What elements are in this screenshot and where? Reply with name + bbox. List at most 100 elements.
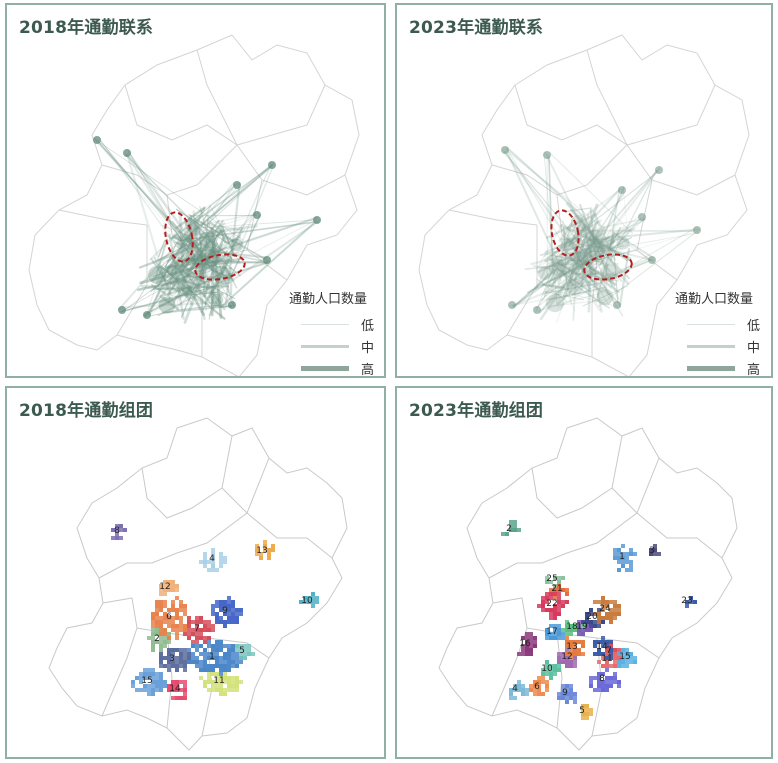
cluster-cell [617, 684, 621, 688]
commute-flow [591, 219, 596, 246]
cluster-cell [199, 664, 203, 668]
cluster-cell [175, 616, 179, 620]
cluster-cell [143, 684, 147, 688]
commute-flow [159, 265, 226, 320]
cluster-cell [207, 688, 211, 692]
cluster-cell [227, 676, 231, 680]
commute-flow [124, 153, 214, 243]
cluster-cell [163, 600, 167, 604]
cluster-cell [227, 620, 231, 624]
cluster-cell [155, 600, 159, 604]
commute-flow [564, 235, 584, 249]
commute-flow [538, 259, 588, 314]
cluster-cell [183, 688, 187, 692]
cluster-cell [179, 660, 183, 664]
cluster-cell [223, 604, 227, 608]
commute-hotspot [166, 264, 178, 276]
cluster-cell [211, 656, 215, 660]
cluster-cell [545, 636, 549, 640]
cluster-cell [159, 604, 163, 608]
cluster-cell [171, 680, 175, 684]
cluster-cell [609, 684, 613, 688]
cluster-label: 12 [159, 582, 170, 592]
commute-flow [157, 274, 236, 317]
cluster-cell [179, 652, 183, 656]
commute-flow [572, 228, 701, 243]
cluster-cell [167, 620, 171, 624]
cluster-cell [613, 604, 617, 608]
cluster-cell [263, 548, 267, 552]
cluster-cell [533, 688, 537, 692]
cluster-cell [207, 644, 211, 648]
cluster-cell [613, 608, 617, 612]
cluster-cell [227, 652, 231, 656]
commute-flow [225, 237, 238, 244]
cluster-cell [613, 664, 617, 668]
cluster-cell [569, 660, 573, 664]
cluster-cell [585, 612, 589, 616]
cluster-cell [231, 648, 235, 652]
district-boundaries [28, 34, 360, 376]
commute-flow [188, 237, 209, 263]
commute-flow [604, 190, 620, 283]
cluster-cell [565, 656, 569, 660]
cluster-label: 14 [169, 684, 181, 694]
cluster-cell [199, 620, 203, 624]
district-boundaries [438, 417, 738, 751]
commute-flow [558, 227, 697, 308]
cluster-cell [609, 656, 613, 660]
commute-flow [208, 293, 215, 320]
cluster-cell [159, 656, 163, 660]
cluster-cell [119, 528, 123, 532]
commute-hotspots [93, 136, 321, 319]
cluster-cell [601, 664, 605, 668]
cluster-cell [605, 616, 609, 620]
cluster-cell [239, 612, 243, 616]
cluster-cell [597, 676, 601, 680]
cluster-cell [211, 688, 215, 692]
cluster-cell [203, 664, 207, 668]
legend-label: 低 [747, 319, 761, 334]
cluster-cell [223, 600, 227, 604]
cluster-cell [597, 624, 601, 628]
cluster-cell [235, 648, 239, 652]
cluster-cell [617, 660, 621, 664]
cluster-cell [175, 596, 179, 600]
commute-flow [545, 213, 598, 239]
commute-flow [570, 263, 601, 312]
cluster-cell [569, 624, 573, 628]
commute-hotspot [313, 216, 321, 224]
cluster-cell [203, 684, 207, 688]
cluster-cell [629, 552, 633, 556]
cluster-cell [569, 656, 573, 660]
cluster-cell [585, 704, 589, 708]
commute-hotspot [616, 236, 630, 250]
cluster-cell [569, 640, 573, 644]
cluster-cell [557, 588, 561, 592]
commute-flow [179, 260, 235, 272]
commute-flow [198, 275, 222, 304]
cluster-cell [569, 628, 573, 632]
cluster-label: 24 [599, 604, 611, 614]
commute-hotspot [143, 311, 151, 319]
cluster-cell [581, 620, 585, 624]
commute-flow [593, 238, 628, 241]
cluster-cell [557, 656, 561, 660]
cluster-cell [621, 556, 625, 560]
cluster-cell [247, 648, 251, 652]
commute-flow [594, 225, 625, 248]
cluster-cell [211, 648, 215, 652]
commute-flow [183, 233, 218, 268]
commute-flow [502, 146, 606, 230]
commute-hotspot [253, 211, 261, 219]
commute-flow [122, 293, 194, 312]
commute-hotspot [147, 265, 167, 285]
cluster-cell [155, 688, 159, 692]
cluster-cell [561, 588, 565, 592]
commute-flow [170, 256, 181, 275]
commute-flow [203, 236, 225, 298]
cluster-cell [553, 636, 557, 640]
cluster-cell [223, 680, 227, 684]
cluster-cell [545, 632, 549, 636]
